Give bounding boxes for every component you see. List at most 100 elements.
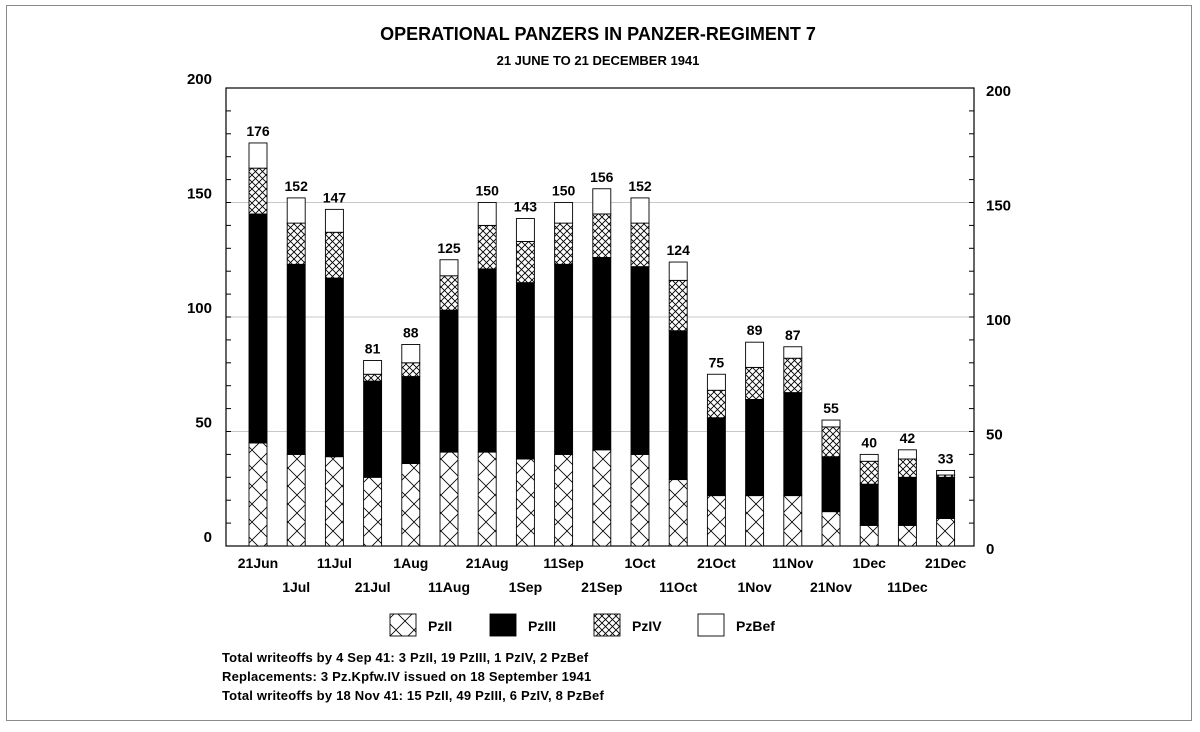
legend-label-pziv: PzIV [632,618,662,634]
data-label: 33 [938,450,954,466]
bar-pziv [706,389,726,419]
x-tick-label: 21Nov [810,579,852,595]
bar-pzii [859,524,879,547]
y-tick-label-left: 150 [187,186,212,203]
x-tick-label: 21Dec [925,555,966,571]
chart-title: OPERATIONAL PANZERS IN PANZER-REGIMENT 7 [380,24,816,44]
note-writeoffs-nov: Total writeoffs by 18 Nov 41: 15 PzII, 4… [222,688,604,703]
x-tick-label: 11Oct [659,579,697,595]
x-tick-label: 1Dec [852,555,886,571]
bar-pzii [897,524,917,547]
bar-pziii [859,483,879,526]
bar-pzii [248,442,268,547]
bar-pzii [363,476,383,547]
bar-pzii [592,449,612,547]
bar-pziv [554,222,574,265]
legend-swatch-pziii [489,613,517,637]
x-tick-label: 11Dec [887,579,928,595]
bar-pziii [477,268,497,453]
y-tick-label-right: 150 [986,198,1011,215]
x-tick-label: 1Oct [624,555,655,571]
bar-pziv [286,222,306,265]
bar-pziv [401,362,421,377]
bar-pziv [324,231,344,279]
y-tick-label-right: 200 [986,83,1011,100]
y-tick-label-right: 0 [986,541,994,558]
bar-pzii [401,463,421,547]
bar-pzbef [286,197,306,224]
bar-pziv [477,224,497,270]
legend: PzII PzIII PzIV PzBef [389,613,775,637]
legend-swatch-pzbef [697,613,725,637]
bar-pziii [324,277,344,458]
chart-frame [6,5,1192,721]
bar-pzii [745,495,765,547]
data-label: 143 [514,199,538,215]
bar-pziii [668,330,688,481]
bar-pziv [515,240,535,284]
bar-pziv [821,426,841,458]
x-tick-label: 1Sep [509,579,542,595]
bar-pzbef [248,142,268,169]
bar-pzbef [668,261,688,281]
bar-pzbef [745,341,765,368]
bar-pzbef [363,360,383,375]
data-label: 87 [785,327,801,343]
bar-pziv [668,279,688,332]
data-label: 75 [709,354,725,370]
data-label: 81 [365,341,381,357]
y-tick-label-right: 50 [986,427,1003,444]
bar-pziii [936,476,956,519]
note-writeoffs-sep: Total writeoffs by 4 Sep 41: 3 PzII, 19 … [222,650,589,665]
data-label: 88 [403,324,419,340]
x-tick-label: 21Jun [238,555,278,571]
bar-pzbef [706,373,726,391]
bar-pzbef [821,419,841,428]
x-tick-label: 21Aug [466,555,509,571]
legend-swatch-pziv [593,613,621,637]
y-tick-label-left: 0 [204,529,212,546]
bar-pzbef [630,197,650,224]
bar-pzbef [554,202,574,224]
bar-pzbef [477,202,497,226]
bar-pziii [745,398,765,497]
bar-pziii [592,257,612,451]
bar-pziv [630,222,650,268]
bar-pzii [477,451,497,547]
x-tick-label: 21Oct [697,555,736,571]
bar-pziv [248,167,268,215]
data-label: 124 [667,242,691,258]
bar-pzbef [401,344,421,364]
bar-pziii [554,263,574,455]
bar-pzbef [324,208,344,233]
bar-pziii [401,376,421,465]
data-label: 42 [900,430,916,446]
x-tick-label: 21Jul [355,579,391,595]
chart-subtitle: 21 JUNE TO 21 DECEMBER 1941 [497,53,700,68]
x-tick-label: 1Jul [282,579,310,595]
bar-pzii [783,495,803,547]
bar-pzbef [783,346,803,359]
x-tick-label: 21Sep [581,579,622,595]
bar-pzbef [592,188,612,215]
bar-pziii [363,380,383,478]
bar-pzii [706,495,726,547]
data-label: 176 [246,123,270,139]
plot-area: 0 0 50 50 100 100 150 150 200 200 176 21Jun 152 1Jul 1… [187,71,1011,595]
bar-pziii [783,392,803,497]
bar-pzbef [897,449,917,460]
bar-pzii [515,458,535,547]
y-tick-label-right: 100 [986,312,1011,329]
bar-pzii [439,451,459,547]
data-label: 150 [476,183,500,199]
x-tick-label: 1Nov [737,579,771,595]
bar-pzii [324,456,344,547]
bar-pzbef [936,469,956,476]
bar-pziii [821,456,841,513]
data-label: 152 [628,178,652,194]
bar-pzbef [439,259,459,277]
bar-pziv [783,357,803,394]
bar-pziii [897,476,917,526]
x-tick-label: 11Sep [543,555,583,571]
